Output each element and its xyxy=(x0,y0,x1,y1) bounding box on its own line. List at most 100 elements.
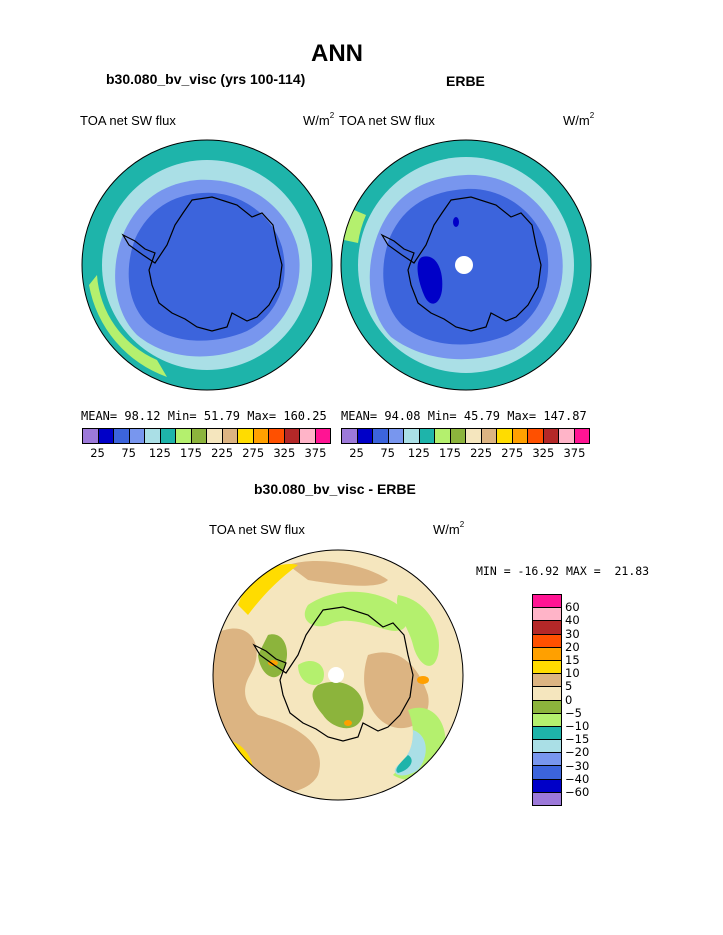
colorbar-swatch xyxy=(222,429,238,443)
map1-border xyxy=(81,139,333,391)
colorbar-swatch xyxy=(83,429,99,443)
panel2-units: W/m2 xyxy=(563,111,595,128)
colorbar-swatch xyxy=(207,429,223,443)
colorbar-swatch xyxy=(388,429,404,443)
legend-swatch xyxy=(533,660,561,675)
colorbar-tick-label: 75 xyxy=(380,446,395,460)
legend-swatch xyxy=(533,608,561,622)
colorbar-swatch xyxy=(574,429,589,443)
legend-tick-label: −30 xyxy=(565,758,590,773)
panel2-colorbar-ticks: 25 75 125 175 225 275 325 375 xyxy=(341,446,590,460)
colorbar-swatch xyxy=(191,429,207,443)
colorbar-swatch xyxy=(114,429,130,443)
colorbar-swatch xyxy=(269,429,285,443)
map1-band-75 xyxy=(128,192,285,341)
colorbar-swatch xyxy=(176,429,192,443)
legend-swatch xyxy=(533,726,561,741)
diff-map-border xyxy=(212,549,464,801)
legend-swatch xyxy=(533,634,561,648)
legend-swatch xyxy=(533,792,561,805)
colorbar-swatch xyxy=(543,429,559,443)
diff-units: W/m2 xyxy=(433,520,465,537)
diff-band-15-nw xyxy=(238,564,298,615)
legend-swatch xyxy=(533,595,561,609)
diff-band-5-north xyxy=(288,560,388,586)
diff-var-label: TOA net SW flux xyxy=(209,522,305,537)
legend-tick-label: −5 xyxy=(565,705,582,720)
diff-colorbar-ticks: 60 40 30 20 15 10 5 0 −5 −10 −15 −20 −30 −40 −60 xyxy=(565,594,605,804)
panel1-units: W/m2 xyxy=(303,111,335,128)
map2-band-50-b xyxy=(453,217,459,227)
colorbar-swatch xyxy=(435,429,451,443)
panel1-colorbar-ticks: 25 75 125 175 225 275 325 375 xyxy=(82,446,331,460)
colorbar-swatch xyxy=(160,429,176,443)
diff-band-20-east xyxy=(417,676,429,684)
panel1-polar-map xyxy=(81,139,333,391)
legend-tick-label: −10 xyxy=(565,719,590,733)
map2-border xyxy=(340,139,592,391)
diff-missing-data xyxy=(328,667,344,683)
colorbar-tick-label: 275 xyxy=(242,446,265,460)
main-title: ANN xyxy=(311,40,363,67)
diff-colorbar xyxy=(532,594,562,806)
colorbar-tick-label: 275 xyxy=(501,446,524,460)
panel1-stats: MEAN= 98.12 Min= 51.79 Max= 160.25 xyxy=(81,409,327,423)
diff-title: b30.080_bv_visc - ERBE xyxy=(254,481,416,497)
legend-swatch xyxy=(533,740,561,754)
colorbar-tick-label: 125 xyxy=(148,446,171,460)
colorbar-swatch xyxy=(528,429,544,443)
colorbar-swatch xyxy=(315,429,330,443)
colorbar-tick-label: 325 xyxy=(273,446,296,460)
colorbar-swatch xyxy=(450,429,466,443)
legend-tick-label: 30 xyxy=(565,626,580,641)
panel2-colorbar xyxy=(341,428,590,444)
colorbar-tick-label: 125 xyxy=(407,446,430,460)
legend-swatch xyxy=(533,674,561,688)
legend-swatch xyxy=(533,687,561,701)
legend-tick-label: −40 xyxy=(565,771,590,786)
legend-swatch xyxy=(533,647,561,661)
colorbar-tick-label: 225 xyxy=(211,446,234,460)
colorbar-swatch xyxy=(342,429,358,443)
panel2-stats: MEAN= 94.08 Min= 45.79 Max= 147.87 xyxy=(341,409,587,423)
diff-band-m15-west-edge xyxy=(213,630,217,642)
legend-swatch xyxy=(533,766,561,780)
map1-band-175-edge xyxy=(89,275,167,377)
panel1-var-label: TOA net SW flux xyxy=(80,113,176,128)
panel2-polar-map xyxy=(340,139,592,391)
colorbar-swatch xyxy=(373,429,389,443)
legend-tick-label: 60 xyxy=(565,600,580,615)
colorbar-swatch xyxy=(512,429,528,443)
colorbar-swatch xyxy=(253,429,269,443)
colorbar-swatch xyxy=(419,429,435,443)
legend-tick-label: −20 xyxy=(565,745,590,760)
colorbar-tick-label: 175 xyxy=(179,446,202,460)
diff-band-m10-ne xyxy=(396,595,439,666)
legend-tick-label: −15 xyxy=(565,732,590,747)
panel2-case-label: ERBE xyxy=(446,73,485,89)
map2-antarctica-coastline xyxy=(380,196,542,332)
colorbar-swatch xyxy=(497,429,513,443)
panel1-case-label: b30.080_bv_visc (yrs 100-114) xyxy=(106,71,306,87)
colorbar-tick-label: 375 xyxy=(304,446,327,460)
colorbar-tick-label: 25 xyxy=(90,446,105,460)
colorbar-swatch xyxy=(238,429,254,443)
colorbar-tick-label: 375 xyxy=(563,446,586,460)
colorbar-swatch xyxy=(129,429,145,443)
legend-swatch xyxy=(533,713,561,727)
map2-band-50-a xyxy=(417,256,443,304)
legend-swatch xyxy=(533,779,561,793)
colorbar-tick-label: 325 xyxy=(532,446,555,460)
colorbar-swatch xyxy=(559,429,575,443)
legend-swatch xyxy=(533,621,561,635)
legend-tick-label: 5 xyxy=(565,679,573,694)
colorbar-swatch xyxy=(145,429,161,443)
colorbar-swatch xyxy=(466,429,482,443)
colorbar-swatch xyxy=(284,429,300,443)
legend-tick-label: 40 xyxy=(565,613,580,628)
diff-stats: MIN = -16.92 MAX = 21.83 xyxy=(476,564,650,578)
legend-tick-label: 15 xyxy=(565,653,580,667)
panel1-colorbar xyxy=(82,428,331,444)
colorbar-swatch xyxy=(300,429,316,443)
colorbar-swatch xyxy=(481,429,497,443)
